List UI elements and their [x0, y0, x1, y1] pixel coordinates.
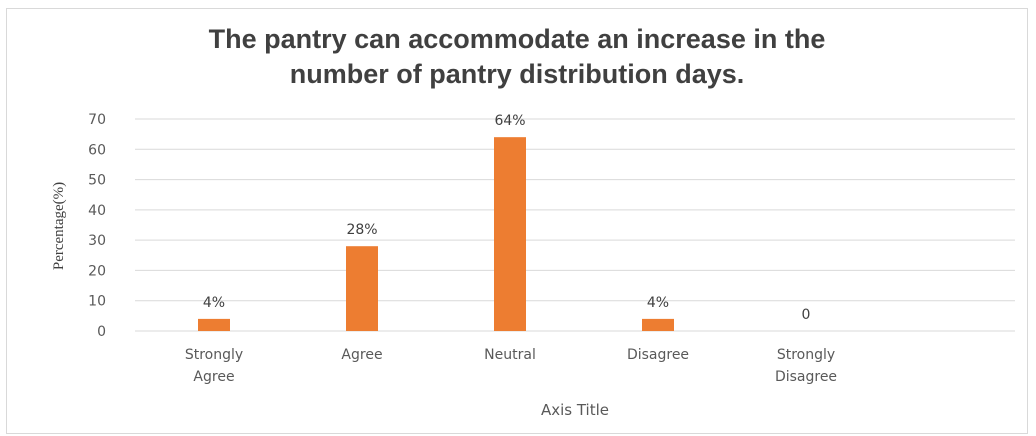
- bars: [198, 137, 674, 331]
- chart-title-line-1: The pantry can accommodate an increase i…: [208, 24, 826, 54]
- bar: [198, 318, 230, 331]
- y-tick-label: 20: [88, 263, 106, 279]
- x-axis-title: Axis Title: [541, 401, 609, 419]
- y-axis-ticks: 0 10 20 30 40 50 60 70: [88, 112, 106, 340]
- x-category-label: Agree: [193, 369, 234, 385]
- y-tick-label: 10: [88, 294, 106, 310]
- x-category-label: Disagree: [627, 347, 689, 363]
- x-category-label: Neutral: [484, 347, 536, 363]
- data-label: 4%: [647, 295, 669, 311]
- chart-title-line-2: number of pantry distribution days.: [289, 59, 745, 89]
- y-tick-label: 50: [88, 173, 106, 189]
- x-category-label: Strongly: [777, 347, 835, 363]
- data-labels: 4% 28% 64% 4% 0: [203, 113, 811, 323]
- data-label: 0: [802, 307, 811, 323]
- y-tick-label: 70: [88, 112, 106, 128]
- y-tick-label: 60: [88, 142, 106, 158]
- x-axis-categories: Strongly Agree Agree Neutral Disagree Strongl…: [185, 347, 837, 385]
- bar: [642, 318, 674, 331]
- y-tick-label: 40: [88, 203, 106, 219]
- y-tick-label: 0: [97, 324, 106, 340]
- x-category-label: Disagree: [775, 369, 837, 385]
- bar: [494, 137, 526, 331]
- x-category-label: Agree: [341, 347, 382, 363]
- y-tick-label: 30: [88, 233, 106, 249]
- x-category-label: Strongly: [185, 347, 243, 363]
- y-axis-title: Percentage(%): [51, 182, 67, 270]
- data-label: 28%: [346, 222, 377, 238]
- gridlines: [135, 118, 1015, 332]
- chart-title: The pantry can accommodate an increase i…: [6, 22, 1028, 92]
- data-label: 4%: [203, 295, 225, 311]
- bar: [346, 246, 378, 331]
- data-label: 64%: [494, 113, 525, 129]
